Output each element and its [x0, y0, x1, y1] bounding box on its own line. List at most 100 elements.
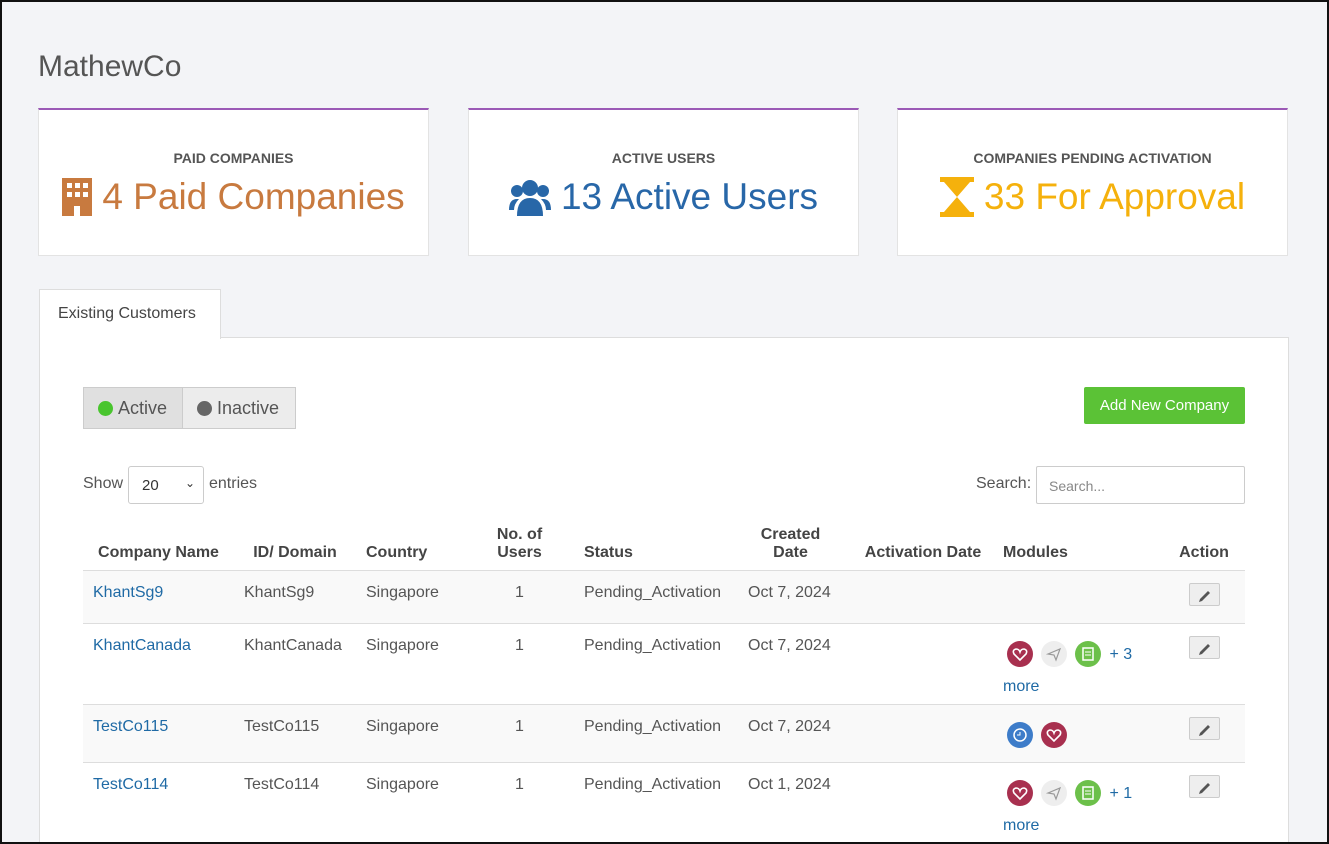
edit-button[interactable]: [1188, 716, 1220, 740]
module-icon: [1007, 641, 1033, 668]
tab[interactable]: Existing Customers: [39, 289, 221, 339]
cell: Pending_Activation: [567, 762, 738, 842]
cell: Oct 1, 2024: [738, 762, 843, 842]
cell: KhantCanada: [234, 623, 356, 705]
length-value: 20: [142, 477, 159, 494]
column-header: ID/ Domain: [234, 506, 356, 571]
cell: TestCo114: [234, 762, 356, 842]
cell: [843, 570, 1003, 624]
search-input[interactable]: Search...: [1036, 466, 1245, 504]
cell: 1: [472, 623, 567, 705]
table-body: KhantSg9 KhantSg9 Singapore 1 Pending_Activa…: [83, 570, 1245, 842]
table-row: KhantSg9 KhantSg9 Singapore 1 Pending_Activa…: [83, 570, 1245, 624]
edit-button[interactable]: [1188, 774, 1220, 798]
cell: Pending_Activation: [567, 623, 738, 705]
modules-cell: + 1 more: [1003, 762, 1163, 842]
column-header: Activation Date: [843, 506, 1003, 571]
cell: Pending_Activation: [567, 570, 738, 624]
cell: Singapore: [356, 623, 472, 705]
more-link[interactable]: + 1 more: [1003, 784, 1133, 834]
module-icon: [1041, 722, 1067, 749]
cell: Oct 7, 2024: [738, 570, 843, 624]
entries-label: entries: [209, 475, 258, 492]
stat-value: 33 For Approval: [983, 176, 1246, 217]
company-link[interactable]: KhantSg9: [93, 583, 164, 601]
stat-card: COMPANIES PENDING ACTIVATION 33 For Appr…: [897, 108, 1288, 256]
stat-card: ACTIVE USERS 13 Active Users: [468, 108, 859, 256]
more-link[interactable]: + 3 more: [1003, 645, 1133, 695]
cell: 1: [472, 762, 567, 842]
cell: [843, 623, 1003, 705]
action-cell: [1163, 570, 1245, 624]
stat-card: PAID COMPANIES 4 Paid Companies: [38, 108, 429, 256]
cell: Oct 7, 2024: [738, 623, 843, 705]
edit-button[interactable]: [1188, 635, 1220, 659]
stat-label: ACTIVE USERS: [611, 150, 716, 166]
cell: Pending_Activation: [567, 704, 738, 763]
tab-panel: Active Inactive Add New Company Show 20 ⌄…: [39, 337, 1289, 842]
company-link[interactable]: KhantCanada: [93, 636, 191, 654]
add-company-button[interactable]: Add New Company: [1084, 387, 1245, 424]
company-link[interactable]: TestCo115: [93, 717, 169, 735]
search-label: Search:: [976, 475, 1032, 492]
module-icon: [1007, 722, 1033, 749]
modules-cell: [1003, 704, 1163, 763]
inactive-toggle[interactable]: Inactive: [182, 387, 296, 429]
chevron: ⌄: [184, 476, 195, 490]
module-icon: [1041, 780, 1067, 807]
active-toggle[interactable]: Active: [83, 387, 183, 429]
stat-value: 13 Active Users: [560, 176, 819, 217]
column-header: Country: [356, 506, 472, 571]
module-icon: [1007, 780, 1033, 807]
toggle-label: Inactive: [217, 397, 280, 418]
header-row: Company Name ID/ Domain Country No. of U…: [83, 506, 1245, 571]
modules-cell: + 3 more: [1003, 623, 1163, 705]
cell: 1: [472, 704, 567, 763]
column-header: Created Date: [738, 506, 843, 571]
stat-value-row: 13 Active Users: [469, 176, 858, 218]
cell: KhantSg9: [234, 570, 356, 624]
cell: Singapore: [356, 704, 472, 763]
customers-table: Company Name ID/ Domain Country No. of U…: [83, 506, 1245, 842]
action-cell: [1163, 762, 1245, 842]
column-header: Action: [1163, 506, 1245, 571]
column-header: No. of Users: [472, 506, 567, 571]
cell: [843, 762, 1003, 842]
company-link[interactable]: TestCo114: [93, 775, 169, 793]
stat-value: 4 Paid Companies: [102, 176, 405, 217]
cell: Oct 7, 2024: [738, 704, 843, 763]
cell: [843, 704, 1003, 763]
action-cell: [1163, 704, 1245, 763]
action-cell: [1163, 623, 1245, 705]
building-icon: [62, 178, 93, 216]
table-row: TestCo115 TestCo115 Singapore 1 Pending_Acti…: [83, 704, 1245, 763]
length-select[interactable]: 20 ⌄: [128, 466, 204, 504]
status-dot: [197, 400, 212, 416]
stat-label: PAID COMPANIES: [173, 150, 294, 166]
show-label: Show: [83, 475, 124, 492]
column-header: Company Name: [83, 506, 234, 571]
status-dot: [98, 400, 113, 416]
stat-label: COMPANIES PENDING ACTIVATION: [973, 150, 1212, 166]
stat-value-row: 33 For Approval: [898, 176, 1287, 218]
edit-button[interactable]: [1188, 582, 1220, 606]
hourglass-icon: [939, 177, 974, 217]
column-header: Status: [567, 506, 738, 571]
toggle-label: Active: [118, 397, 168, 418]
page-title: MathewCo: [38, 50, 182, 83]
module-icon: [1041, 641, 1067, 668]
module-icon: [1075, 780, 1101, 807]
users-icon: [508, 180, 551, 216]
cell: Singapore: [356, 762, 472, 842]
cell: 1: [472, 570, 567, 624]
table-row: TestCo114 TestCo114 Singapore 1 Pending_Acti…: [83, 762, 1245, 842]
modules-cell: [1003, 570, 1163, 624]
cell: TestCo115: [234, 704, 356, 763]
column-header: Modules: [1003, 506, 1163, 571]
table-row: KhantCanada KhantCanada Singapore 1 Pending_…: [83, 623, 1245, 705]
module-icon: [1075, 641, 1101, 668]
stat-value-row: 4 Paid Companies: [39, 176, 428, 218]
